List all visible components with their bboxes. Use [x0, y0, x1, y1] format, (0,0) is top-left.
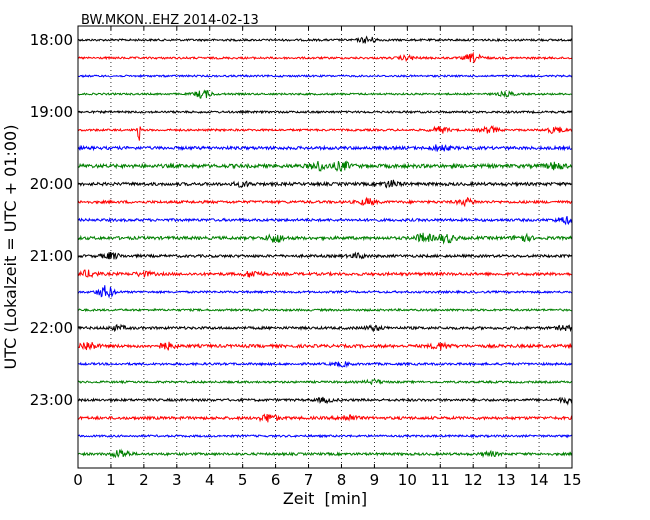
trace-1900 — [77, 109, 573, 115]
trace-2315 — [77, 413, 573, 423]
x-tick-label: 0 — [73, 471, 83, 489]
trace-1945 — [77, 160, 573, 172]
trace-1830 — [77, 73, 573, 78]
trace-2345 — [77, 448, 573, 459]
trace-2330 — [77, 433, 573, 439]
y-axis: 18:00 19:00 20:00 21:00 22:00 23:00 — [30, 31, 572, 409]
trace-2245 — [77, 378, 573, 386]
x-tick-label: 3 — [172, 471, 182, 489]
y-tick-label: 18:00 — [30, 31, 73, 49]
trace-2215 — [77, 341, 573, 351]
trace-1915 — [77, 124, 573, 141]
y-tick-label: 23:00 — [30, 391, 73, 409]
trace-2130 — [77, 285, 573, 299]
x-axis-label: Zeit [min] — [283, 489, 367, 508]
y-tick-label: 19:00 — [30, 103, 73, 121]
x-tick-label: 6 — [271, 471, 281, 489]
vertical-grid — [110, 26, 540, 468]
x-axis: 0 1 2 3 4 5 6 7 8 9 10 11 12 13 14 15 — [73, 26, 582, 489]
trace-group — [77, 35, 573, 459]
y-tick-label: 20:00 — [30, 175, 73, 193]
y-axis-label: UTC (Lokalzeit = UTC + 01:00) — [1, 125, 20, 370]
chart-title: BW.MKON..EHZ 2014-02-13 — [81, 13, 259, 28]
y-tick-label: 22:00 — [30, 319, 73, 337]
trace-2145 — [78, 307, 573, 313]
x-tick-label: 4 — [205, 471, 215, 489]
trace-2200 — [77, 323, 573, 333]
trace-2045 — [77, 232, 573, 245]
x-tick-label: 5 — [238, 471, 248, 489]
x-tick-label: 14 — [530, 471, 549, 489]
x-tick-label: 10 — [398, 471, 417, 489]
x-tick-label: 8 — [337, 471, 347, 489]
trace-1930 — [77, 144, 573, 152]
trace-2030 — [77, 216, 573, 226]
trace-2230 — [77, 361, 573, 369]
x-tick-label: 7 — [304, 471, 314, 489]
x-tick-label: 11 — [431, 471, 450, 489]
x-tick-label: 1 — [106, 471, 116, 489]
x-tick-label: 13 — [497, 471, 516, 489]
trace-2000 — [77, 179, 573, 189]
trace-2300 — [77, 396, 573, 406]
x-tick-label: 15 — [562, 471, 581, 489]
trace-2100 — [77, 251, 573, 260]
trace-2015 — [77, 196, 573, 208]
y-tick-label: 21:00 — [30, 247, 73, 265]
trace-1845 — [77, 89, 573, 99]
trace-1800 — [77, 35, 573, 44]
trace-2115 — [77, 269, 573, 279]
x-tick-label: 2 — [139, 471, 149, 489]
plot-frame — [77, 25, 573, 469]
trace-1815 — [77, 51, 573, 64]
x-tick-label: 12 — [464, 471, 483, 489]
x-tick-label: 9 — [370, 471, 380, 489]
